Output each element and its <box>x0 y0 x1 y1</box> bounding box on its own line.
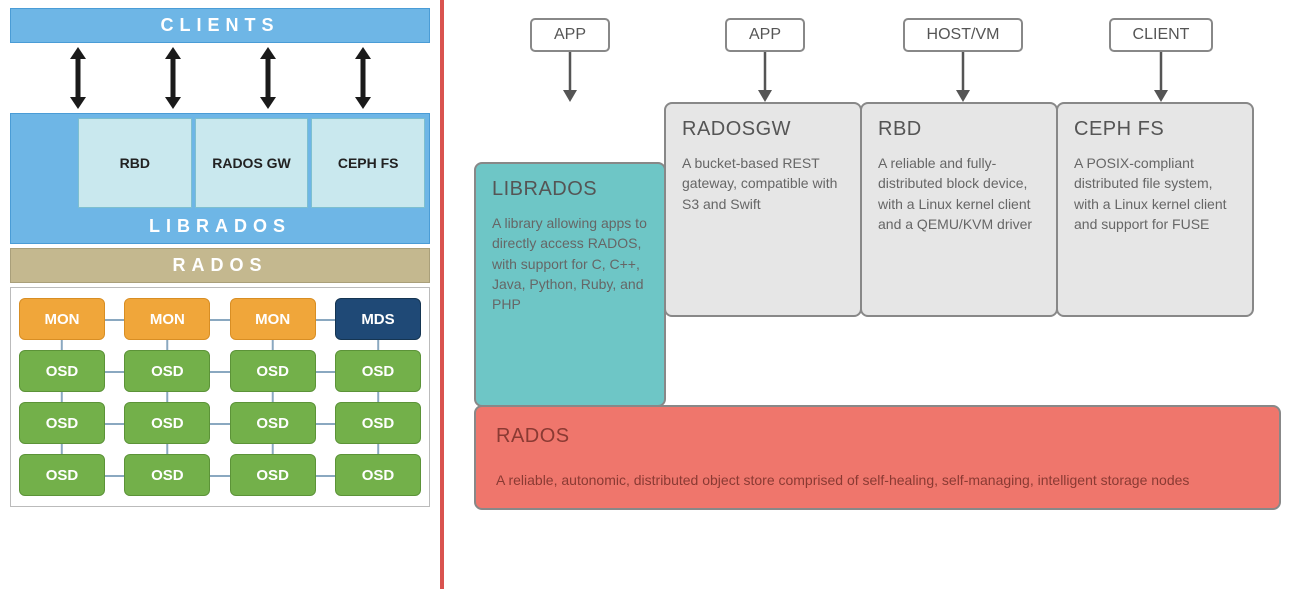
upper-services-row: RBD RADOS GW CEPH FS <box>15 118 425 208</box>
component-desc: A reliable and fully-distributed block d… <box>878 153 1040 234</box>
osd-node: OSD <box>230 454 316 496</box>
app-box: APP <box>725 18 805 52</box>
mon-node: MON <box>230 298 316 340</box>
cephfs-component: CEPH FS A POSIX-compliant distributed fi… <box>1056 102 1254 317</box>
osd-node: OSD <box>124 350 210 392</box>
top-col: APP <box>666 18 864 102</box>
top-col: HOST/VM <box>864 18 1062 102</box>
rados-desc: A reliable, autonomic, distributed objec… <box>496 470 1259 490</box>
mds-node: MDS <box>335 298 421 340</box>
app-box: APP <box>530 18 610 52</box>
clients-bar: CLIENTS <box>10 8 430 43</box>
component-title: RADOSGW <box>682 118 844 141</box>
radosgw-component: RADOSGW A bucket-based REST gateway, com… <box>664 102 862 317</box>
double-arrow-icon <box>348 47 378 109</box>
osd-node: OSD <box>19 454 105 496</box>
down-arrow-icon <box>560 52 580 102</box>
hostvm-box: HOST/VM <box>903 18 1024 52</box>
double-arrow-icon <box>158 47 188 109</box>
grid-row: OSD OSD OSD OSD <box>19 350 421 392</box>
double-arrow-icon <box>253 47 283 109</box>
top-col: APP <box>474 18 666 102</box>
osd-node: OSD <box>335 350 421 392</box>
osd-node: OSD <box>230 350 316 392</box>
client-box: CLIENT <box>1109 18 1214 52</box>
component-desc: A library allowing apps to directly acce… <box>492 213 648 314</box>
librados-component: LIBRADOS A library allowing apps to dire… <box>474 162 666 407</box>
osd-node: OSD <box>335 402 421 444</box>
right-diagram: APP APP HOST/VM CLIENT <box>440 0 1311 589</box>
radosgw-cell: RADOS GW <box>195 118 309 208</box>
osd-node: OSD <box>19 350 105 392</box>
component-title: CEPH FS <box>1074 118 1236 141</box>
osd-node: OSD <box>124 454 210 496</box>
mon-node: MON <box>19 298 105 340</box>
librados-block: RBD RADOS GW CEPH FS LIBRADOS <box>10 113 430 244</box>
grid-row: OSD OSD OSD OSD <box>19 402 421 444</box>
spacer <box>15 118 75 208</box>
rados-grid: MON MON MON MDS OSD OSD OSD OSD OSD OSD … <box>10 287 430 507</box>
rbd-component: RBD A reliable and fully-distributed blo… <box>860 102 1058 317</box>
librados-label: LIBRADOS <box>15 212 425 243</box>
osd-node: OSD <box>335 454 421 496</box>
mon-node: MON <box>124 298 210 340</box>
component-title: RBD <box>878 118 1040 141</box>
osd-node: OSD <box>124 402 210 444</box>
component-desc: A POSIX-compliant distributed file syste… <box>1074 153 1236 234</box>
down-arrow-icon <box>1151 52 1171 102</box>
down-arrow-icon <box>953 52 973 102</box>
grid-row: OSD OSD OSD OSD <box>19 454 421 496</box>
top-col: CLIENT <box>1062 18 1260 102</box>
cephfs-cell: CEPH FS <box>311 118 425 208</box>
component-desc: A bucket-based REST gateway, compatible … <box>682 153 844 214</box>
rados-title: RADOS <box>496 425 1259 448</box>
down-arrow-icon <box>755 52 775 102</box>
arrows-row <box>10 43 430 113</box>
osd-node: OSD <box>230 402 316 444</box>
left-diagram: CLIENTS RBD RADOS GW CEPH FS <box>0 0 440 589</box>
rados-component: RADOS A reliable, autonomic, distributed… <box>474 405 1281 510</box>
components-row: LIBRADOS A library allowing apps to dire… <box>474 102 1281 407</box>
rbd-cell: RBD <box>78 118 192 208</box>
rados-bar: RADOS <box>10 248 430 283</box>
component-title: LIBRADOS <box>492 178 648 201</box>
double-arrow-icon <box>63 47 93 109</box>
top-labels-row: APP APP HOST/VM CLIENT <box>474 18 1281 102</box>
osd-node: OSD <box>19 402 105 444</box>
grid-row: MON MON MON MDS <box>19 298 421 340</box>
